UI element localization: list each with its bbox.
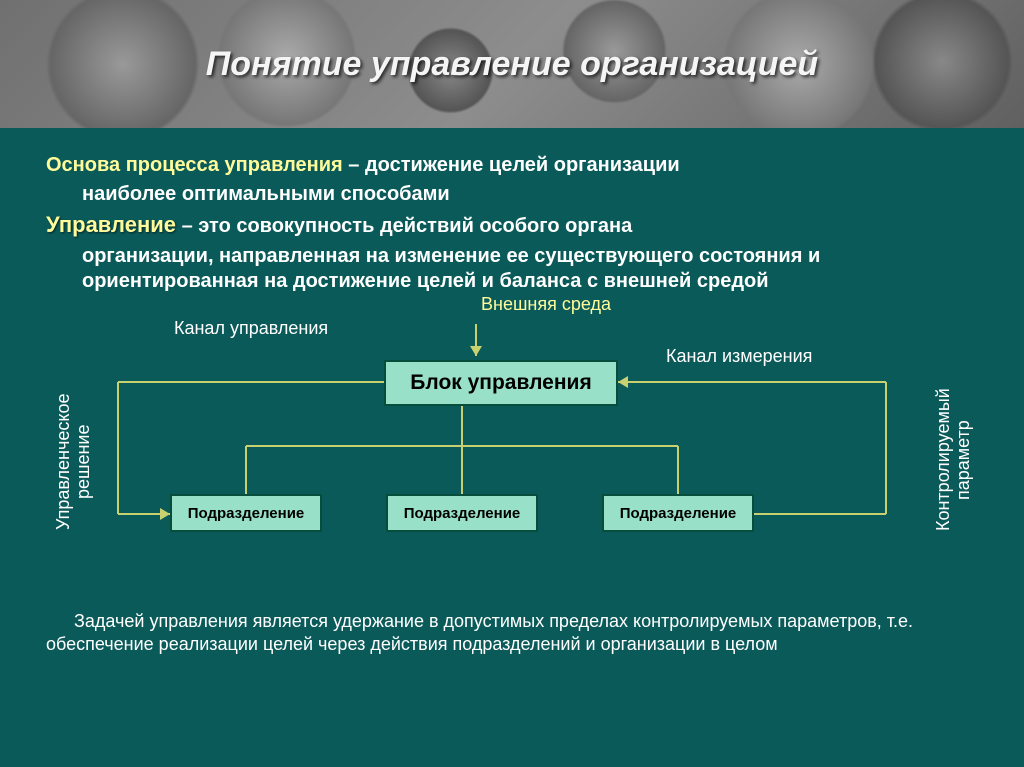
node-sub-0: Подразделение bbox=[170, 494, 322, 532]
node-sub-1: Подразделение bbox=[386, 494, 538, 532]
diagram-lines bbox=[46, 298, 978, 598]
footer-text: Задачей управления является удержание в … bbox=[0, 610, 1024, 657]
definition-1-cont: наиболее оптимальными способами bbox=[46, 183, 978, 206]
node-sub-2: Подразделение bbox=[602, 494, 754, 532]
label-environment: Внешняя среда bbox=[481, 294, 611, 315]
diagram: Внешняя среда Канал управления Канал изм… bbox=[46, 298, 978, 598]
definition-2-term: Управление bbox=[46, 212, 176, 237]
definition-1: Основа процесса управления – достижение … bbox=[46, 154, 978, 177]
label-control-channel: Канал управления bbox=[174, 318, 328, 339]
definition-2-cont: организации, направленная на изменение е… bbox=[46, 244, 978, 294]
label-right-vertical: Контролируемый параметр bbox=[934, 370, 974, 550]
content-area: Основа процесса управления – достижение … bbox=[0, 128, 1024, 610]
label-left-vertical: Управленческое решение bbox=[54, 382, 94, 542]
slide-title: Понятие управление организацией bbox=[206, 45, 818, 84]
definition-1-rest: – достижение целей организации bbox=[343, 154, 680, 176]
header-bg: Понятие управление организацией bbox=[0, 0, 1024, 128]
definition-1-term: Основа процесса управления bbox=[46, 154, 343, 176]
label-measure-channel: Канал измерения bbox=[666, 346, 812, 367]
definition-2: Управление – это совокупность действий о… bbox=[46, 212, 978, 238]
node-main: Блок управления bbox=[384, 360, 618, 406]
definition-2-rest: – это совокупность действий особого орга… bbox=[176, 215, 632, 237]
